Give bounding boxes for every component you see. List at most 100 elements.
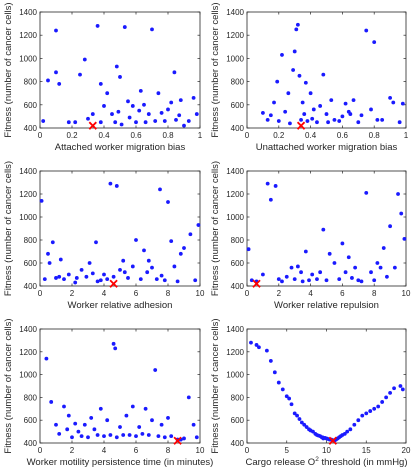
subplot-5: 0 2 4 6 8 10 400 600 800 1000 1200 1400 Worker motil…: [3, 318, 213, 468]
data-point: [342, 431, 347, 436]
data-point: [272, 370, 277, 375]
data-point: [397, 120, 402, 125]
x-tick-label: 0: [245, 131, 250, 140]
y-tick-label: 1200: [19, 190, 37, 199]
data-point: [177, 113, 182, 118]
data-point: [369, 270, 373, 275]
data-point: [169, 239, 174, 244]
axes-box: [39, 11, 201, 129]
data-point: [182, 246, 186, 250]
data-point: [368, 409, 373, 413]
x-tick-label: 0.8: [162, 131, 174, 140]
data-point: [73, 421, 78, 426]
data-point: [108, 433, 113, 437]
data-point: [384, 395, 389, 400]
data-point: [289, 265, 294, 270]
data-point: [399, 211, 404, 216]
data-point: [145, 270, 150, 275]
data-point: [268, 197, 273, 202]
data-point: [127, 433, 132, 437]
data-point: [324, 112, 329, 116]
x-tick-label: 20: [402, 446, 411, 455]
y-tick-label: 1000: [19, 213, 37, 222]
data-point: [134, 238, 138, 242]
x-tick-label: 4: [308, 289, 313, 298]
data-point: [98, 82, 103, 86]
x-axis-label: Worker relative repulsion: [274, 300, 379, 311]
data-point: [186, 395, 191, 400]
data-point: [54, 422, 58, 427]
data-point: [138, 88, 143, 93]
data-point: [276, 380, 281, 385]
data-point: [292, 411, 297, 416]
data-point: [50, 240, 55, 245]
x-tick-label: 1: [198, 131, 203, 140]
y-tick-label: 1400: [226, 8, 244, 17]
data-point: [400, 101, 405, 106]
data-point: [54, 70, 58, 75]
x-axis-label: Cargo release O2 threshold (in mmHg): [245, 456, 407, 468]
data-point: [124, 413, 129, 418]
y-tick-label: 800: [24, 236, 38, 245]
x-tick-label: 2: [277, 289, 282, 298]
data-point: [62, 277, 66, 281]
data-point: [127, 115, 132, 120]
data-point: [175, 279, 180, 284]
data-point: [98, 278, 103, 283]
data-point: [378, 265, 383, 270]
data-point: [172, 70, 177, 75]
x-tick-label: 10: [402, 289, 411, 298]
data-point: [121, 433, 126, 437]
data-point: [327, 251, 332, 256]
data-point: [134, 120, 138, 125]
data-point: [272, 100, 276, 105]
x-tick-label: 0.2: [66, 131, 78, 140]
data-point: [142, 102, 146, 107]
data-point: [114, 64, 119, 69]
data-point: [113, 346, 118, 351]
data-point: [268, 359, 273, 363]
data-point: [295, 22, 300, 27]
x-axis-label: Attached worker migration bias: [55, 142, 186, 153]
y-tick-label: 1400: [19, 325, 37, 334]
data-point: [359, 113, 364, 118]
data-point: [182, 123, 186, 128]
data-point: [92, 427, 97, 432]
y-tick-label: 600: [231, 416, 245, 425]
data-point: [265, 181, 270, 186]
x-tick-label: 8: [166, 446, 171, 455]
x-tick-label: 8: [166, 289, 171, 298]
data-point: [86, 435, 90, 440]
data-point: [114, 435, 119, 440]
data-point: [398, 384, 403, 388]
data-point: [348, 427, 353, 432]
data-point: [352, 422, 357, 427]
y-tick-label: 1200: [226, 190, 244, 199]
x-axis-label-part: Cargo release O: [245, 457, 315, 468]
data-point: [150, 418, 154, 423]
data-point: [360, 413, 365, 418]
data-point: [54, 276, 58, 280]
data-point: [65, 427, 70, 432]
x-tick-label: 10: [322, 446, 331, 455]
data-point: [315, 120, 319, 125]
data-point: [89, 416, 94, 420]
data-point: [66, 272, 71, 277]
data-point: [321, 72, 326, 77]
data-point: [169, 434, 174, 439]
data-point: [70, 435, 74, 440]
data-point: [46, 78, 50, 83]
y-tick-label: 400: [231, 124, 245, 133]
data-point: [294, 27, 299, 32]
data-point: [388, 224, 392, 229]
data-point: [118, 75, 122, 79]
y-tick-label: 1000: [19, 54, 37, 63]
data-point: [300, 100, 305, 105]
y-tick-label: 400: [24, 282, 38, 291]
data-point: [156, 434, 161, 439]
x-axis-label: Worker motility persistence time (in min…: [27, 457, 214, 468]
data-point: [143, 406, 148, 411]
x-tick-label: 0: [245, 446, 250, 455]
data-point: [158, 187, 162, 192]
data-point: [364, 411, 369, 416]
